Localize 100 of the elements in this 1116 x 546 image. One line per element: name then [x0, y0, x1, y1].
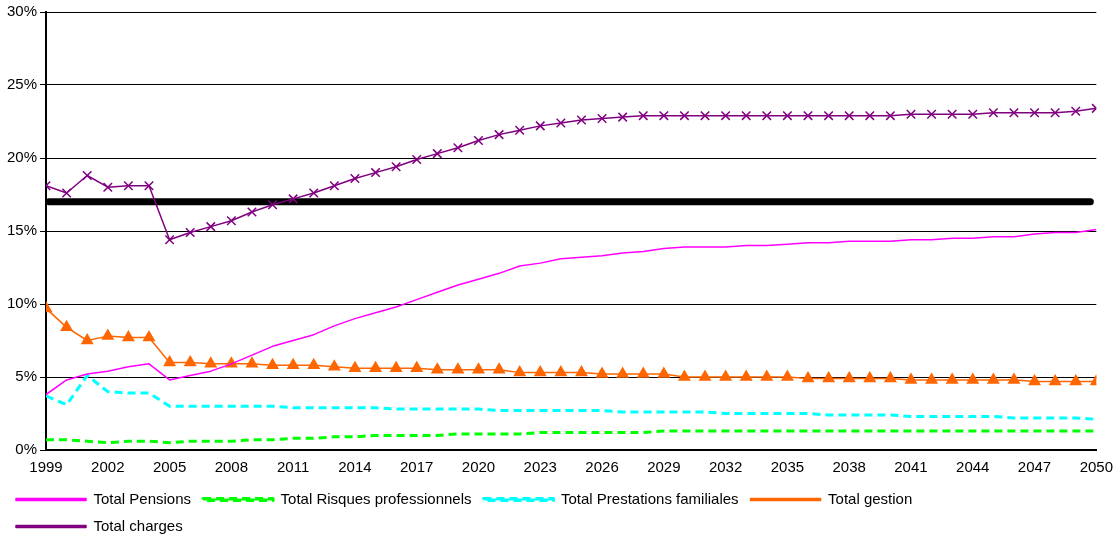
point	[307, 358, 320, 370]
point	[823, 110, 834, 121]
x-tick-label: 2041	[894, 458, 928, 476]
point	[81, 333, 94, 345]
point	[1069, 374, 1082, 386]
point	[102, 182, 113, 193]
x-tick-label: 2014	[338, 458, 372, 476]
point	[308, 188, 319, 199]
point	[61, 188, 72, 199]
y-tick-label: 15%	[6, 221, 38, 239]
point	[494, 129, 505, 140]
point	[926, 109, 937, 120]
point	[144, 180, 154, 191]
legend-label: Total Risques professionnels	[280, 489, 472, 507]
point	[204, 357, 217, 368]
point	[391, 161, 402, 172]
y-tick-label: 0%	[15, 440, 38, 458]
point	[966, 373, 979, 384]
point	[863, 371, 876, 383]
point	[288, 193, 299, 204]
point	[947, 109, 958, 120]
point	[946, 373, 959, 384]
x-tick-label: 2047	[1017, 458, 1052, 476]
point	[864, 110, 875, 121]
point	[884, 371, 897, 383]
point	[699, 370, 711, 381]
x-tick-label: 2023	[523, 458, 557, 476]
x-tick-label: 2020	[461, 458, 496, 476]
point	[411, 154, 422, 165]
point	[432, 148, 443, 159]
point	[348, 361, 361, 372]
point	[472, 362, 485, 374]
point	[287, 358, 300, 370]
point	[431, 362, 444, 374]
point	[185, 227, 196, 238]
point	[205, 221, 216, 232]
x-tick-label: 2005	[152, 458, 187, 476]
point	[1049, 374, 1062, 386]
point	[741, 110, 752, 121]
point	[555, 117, 566, 128]
point	[164, 234, 175, 245]
legend-label: Total Prestations familiales	[560, 489, 739, 507]
point	[616, 367, 629, 378]
point	[163, 355, 176, 367]
point	[1008, 107, 1019, 118]
point	[514, 125, 525, 136]
point	[513, 365, 526, 377]
point	[719, 370, 732, 381]
point	[802, 371, 814, 383]
x-tick-label: 2002	[91, 458, 125, 476]
legend-label: Total charges	[93, 516, 183, 534]
y-tick-label: 5%	[15, 367, 38, 385]
point	[349, 173, 360, 184]
x-tick-label: 2035	[770, 458, 805, 476]
point	[761, 110, 772, 121]
point	[60, 320, 73, 332]
x-tick-label: 2032	[708, 458, 743, 476]
point	[246, 207, 257, 218]
point	[370, 167, 381, 178]
point	[597, 113, 608, 124]
point	[246, 357, 258, 368]
point	[267, 199, 278, 210]
point	[885, 110, 896, 121]
point	[576, 115, 587, 126]
point	[905, 109, 916, 120]
point	[678, 370, 691, 381]
point	[390, 361, 403, 372]
point	[534, 365, 547, 377]
point	[452, 142, 463, 153]
point	[781, 370, 794, 381]
point	[122, 330, 135, 342]
x-tick-label: 2011	[277, 458, 310, 476]
x-tick-label: 2017	[400, 458, 434, 476]
point	[369, 361, 382, 372]
point	[143, 330, 155, 342]
point	[658, 110, 669, 121]
legend-label: Total Pensions	[93, 489, 192, 507]
point	[123, 180, 134, 191]
point	[967, 109, 978, 120]
point	[184, 355, 197, 367]
point	[328, 360, 341, 371]
point	[988, 107, 999, 118]
point	[101, 329, 114, 340]
point	[535, 120, 546, 131]
point	[700, 110, 711, 121]
point	[1070, 106, 1081, 117]
point	[1050, 107, 1061, 118]
point	[740, 370, 753, 381]
point	[82, 170, 93, 181]
point	[410, 361, 423, 372]
legend-label: Total gestion	[828, 489, 913, 507]
point	[760, 370, 773, 381]
point	[266, 358, 279, 370]
point	[657, 367, 670, 378]
point	[844, 110, 855, 121]
point	[473, 135, 484, 146]
y-tick-label: 25%	[6, 75, 38, 93]
x-tick-label: 2026	[585, 458, 619, 476]
y-tick-label: 30%	[6, 2, 38, 20]
point	[1028, 374, 1041, 386]
